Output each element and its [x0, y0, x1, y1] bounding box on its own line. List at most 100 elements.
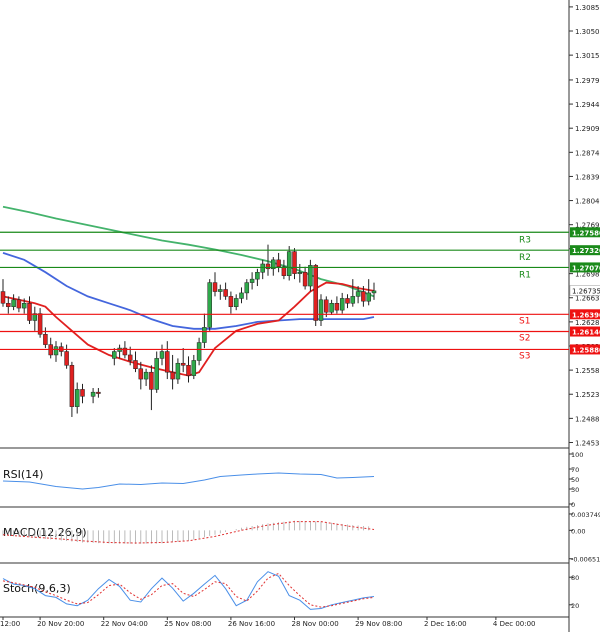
indicator-label: MACD(12,26,9)	[3, 526, 87, 539]
candle-body	[159, 351, 165, 359]
candle	[292, 248, 297, 280]
price-tick-label: 1.30500	[575, 28, 600, 36]
candle	[324, 296, 329, 318]
candle	[286, 246, 292, 281]
candle-body	[112, 351, 117, 359]
candle-body	[286, 251, 292, 276]
stoch-k-line	[2, 571, 375, 610]
price-tick-label: 1.28390	[575, 173, 600, 181]
candle	[149, 365, 154, 411]
price-tick-label: 1.29440	[575, 101, 600, 109]
candle	[159, 344, 165, 366]
candle	[371, 282, 377, 300]
stoch-d-line	[2, 572, 375, 608]
macd-signal-line	[2, 521, 375, 544]
candle	[165, 341, 170, 380]
candle	[43, 327, 48, 349]
candle-body	[255, 271, 260, 280]
candle	[260, 259, 265, 280]
indicator-tick-label: -0.006511	[571, 556, 600, 564]
candle	[96, 388, 101, 398]
candle-body	[239, 292, 244, 299]
price-tick-label: 1.29090	[575, 125, 600, 133]
price-tick-label: 1.28040	[575, 198, 600, 206]
candle-body	[0, 291, 6, 304]
candle	[308, 259, 313, 292]
candle	[0, 279, 6, 307]
indicator-tick-label: 100	[571, 451, 583, 459]
candle-body	[212, 282, 218, 292]
ma-line-0	[2, 205, 375, 298]
candle-body	[37, 313, 43, 335]
candle	[6, 296, 11, 314]
candle	[64, 344, 69, 369]
candle	[37, 308, 43, 338]
candle-body	[207, 282, 212, 328]
candle-body	[260, 263, 265, 273]
candle-body	[186, 365, 191, 376]
candle	[27, 296, 32, 324]
level-price-label: 1.26140	[572, 329, 600, 337]
candle-body	[324, 299, 329, 313]
level-name-r3: R3	[519, 235, 531, 245]
candle	[239, 287, 244, 304]
level-price-box	[570, 227, 600, 238]
candle	[212, 272, 218, 297]
candle	[223, 282, 228, 300]
candle-body	[138, 368, 144, 380]
candle-body	[244, 282, 250, 294]
candle-body	[339, 298, 345, 311]
candle-body	[350, 296, 356, 304]
candle-body	[80, 389, 85, 397]
price-tick-label: 1.28740	[575, 149, 600, 157]
candle	[313, 263, 318, 327]
candle	[21, 298, 27, 314]
time-tick-label: 4 Dec 00:00	[493, 620, 536, 628]
indicator-label: RSI(14)	[3, 468, 43, 481]
candle	[329, 299, 334, 315]
level-name-s2: S2	[519, 334, 530, 344]
candle-body	[355, 291, 361, 297]
level-name-s3: S3	[519, 351, 530, 361]
candle	[154, 351, 159, 393]
candle-body	[318, 299, 324, 321]
candle-body	[27, 303, 32, 321]
current-price-label: 1.26735	[572, 288, 600, 296]
candle-body	[74, 389, 80, 407]
candle	[32, 306, 38, 331]
price-tick-label: 1.25580	[575, 367, 600, 375]
candle-body	[292, 251, 297, 274]
candle-body	[64, 351, 69, 366]
candle-body	[265, 263, 271, 270]
candle	[318, 294, 324, 327]
candle-body	[329, 303, 334, 313]
level-name-r1: R1	[519, 270, 531, 280]
candle-body	[170, 371, 175, 380]
level-price-box	[570, 309, 600, 320]
candle	[74, 382, 80, 414]
candle-body	[313, 265, 318, 321]
candle-body	[122, 347, 128, 356]
candle-body	[371, 290, 377, 294]
candle	[228, 291, 234, 314]
candle-body	[223, 289, 228, 297]
level-price-label: 1.27070	[572, 264, 600, 272]
indicator-tick-label: 0.003749	[571, 511, 600, 519]
candle	[143, 368, 149, 386]
candle	[271, 257, 276, 276]
price-tick-label: 1.26280	[575, 319, 600, 327]
level-price-box	[570, 326, 600, 337]
candle-body	[69, 365, 75, 407]
candle	[302, 266, 308, 290]
candle	[355, 286, 361, 304]
candle-body	[133, 360, 138, 369]
time-tick-label: 26 Nov 16:00	[228, 620, 275, 628]
level-price-label: 1.26390	[572, 311, 600, 319]
price-tick-label: 1.24530	[575, 439, 600, 447]
level-price-label: 1.27320	[572, 247, 600, 255]
candle-body	[32, 313, 38, 321]
candle	[361, 286, 366, 307]
candle-body	[43, 334, 48, 345]
candle-body	[297, 271, 303, 274]
candle-body	[96, 391, 101, 394]
